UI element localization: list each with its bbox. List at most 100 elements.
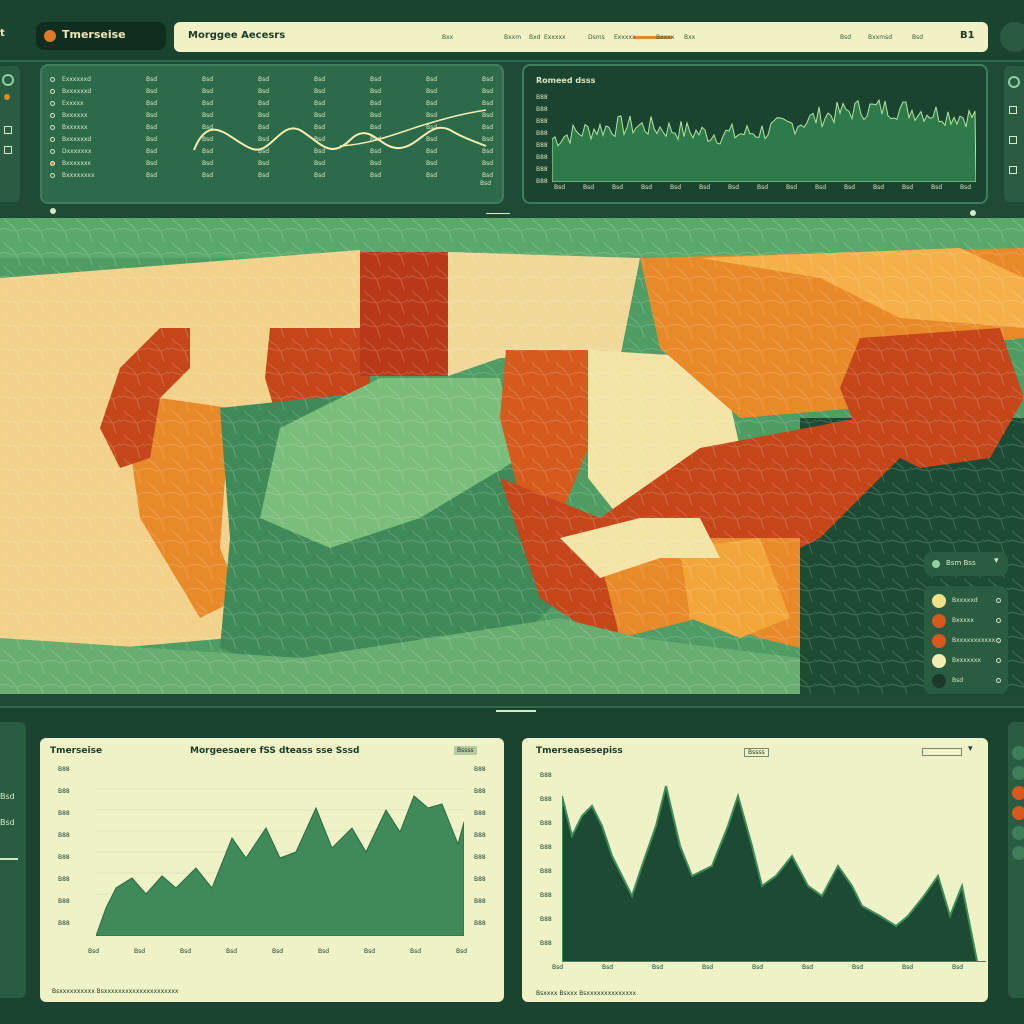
row-status-icon bbox=[50, 101, 55, 106]
nav-item[interactable]: Exxxxx bbox=[614, 34, 636, 41]
table-cell: Bsd bbox=[202, 136, 214, 143]
mountain-chart-panel: Tmerseise Morgeesaere fSS dteass sse Sss… bbox=[40, 738, 504, 1002]
metrics-table-panel: Exxxxxxd Bxxxxxxd Exxxxx Bxxxxxx Bxxxxxx Bxxx… bbox=[40, 64, 504, 204]
right-item[interactable]: Bxxmsd bbox=[868, 34, 892, 41]
add-icon[interactable] bbox=[1012, 746, 1024, 760]
peak-chart-panel: Tmerseasesepiss Bssss ▾ B88 B88 B88 B88 B88 B… bbox=[522, 738, 988, 1002]
filter-icon[interactable] bbox=[4, 146, 12, 154]
app-title: Tmerseise bbox=[62, 28, 126, 41]
axis-tick-label: Bsd bbox=[960, 184, 972, 191]
layer-icon[interactable] bbox=[1009, 106, 1017, 114]
table-cell: Bsd bbox=[258, 88, 270, 95]
table-cell: Bsd bbox=[370, 112, 382, 119]
table-cell: Bsd bbox=[370, 172, 382, 179]
legend-header[interactable]: Bsm Bss ▾ bbox=[924, 552, 1008, 576]
axis-tick-label: Bsd bbox=[612, 184, 624, 191]
axis-tick-label: B88 bbox=[536, 118, 548, 125]
nav-item[interactable]: Bxxxx bbox=[656, 34, 675, 41]
right-bottom-sidebar bbox=[1008, 722, 1024, 998]
range-selector[interactable] bbox=[922, 748, 962, 756]
row-label: Exxxxx bbox=[62, 100, 84, 107]
info-icon[interactable] bbox=[1012, 826, 1024, 840]
nav-item[interactable]: Bxd bbox=[529, 34, 541, 41]
nav-item[interactable]: Bxxm bbox=[504, 34, 522, 41]
panel-badge[interactable]: Bssss bbox=[744, 748, 769, 757]
axis-tick-label: B88 bbox=[536, 130, 548, 137]
table-cell: Bsd bbox=[426, 136, 438, 143]
row-label: Bxxxxxxd bbox=[62, 88, 92, 95]
right-item[interactable]: B1 bbox=[960, 30, 975, 41]
axis-tick-label: Bsd bbox=[602, 964, 614, 971]
axis-tick-label: B88 bbox=[474, 788, 486, 795]
legend-toggle-icon[interactable] bbox=[996, 678, 1001, 683]
table-cell: Bsd bbox=[258, 100, 270, 107]
panel-pager-dot[interactable] bbox=[970, 210, 976, 216]
right-item[interactable]: Bsd bbox=[840, 34, 852, 41]
axis-tick-label: B88 bbox=[474, 920, 486, 927]
axis-tick-label: B88 bbox=[536, 166, 548, 173]
table-cell: Bsd bbox=[314, 100, 326, 107]
row-label: Bxxxxxxx bbox=[62, 160, 91, 167]
layer-icon[interactable] bbox=[1012, 766, 1024, 780]
profile-icon[interactable] bbox=[1000, 22, 1024, 52]
axis-tick-label: B88 bbox=[58, 920, 70, 927]
table-cell: Bsd bbox=[258, 112, 270, 119]
nav-item[interactable]: Dsms bbox=[588, 34, 605, 41]
row-status-icon bbox=[50, 161, 55, 166]
warning-icon[interactable] bbox=[1012, 806, 1024, 820]
app-title-pill[interactable]: Tmerseise bbox=[36, 22, 166, 50]
nav-active-indicator bbox=[634, 36, 672, 39]
layer-icon[interactable] bbox=[4, 126, 12, 134]
panel-pager-dot[interactable] bbox=[50, 208, 56, 214]
nav-item[interactable]: Bxx bbox=[684, 34, 696, 41]
search-bar[interactable]: Morggee Aecesrs Bxx Bxxm Bxd Exxxxx Dsms… bbox=[174, 22, 988, 52]
axis-tick-label: B88 bbox=[540, 868, 552, 875]
legend-toggle-icon[interactable] bbox=[996, 618, 1001, 623]
table-cell: Bsd bbox=[370, 76, 382, 83]
table-cell: Bsd bbox=[426, 148, 438, 155]
table-cell: Bsd bbox=[146, 112, 158, 119]
axis-tick-label: Bsd bbox=[931, 184, 943, 191]
panel-subtitle: Morgeesaere fSS dteass sse Sssd bbox=[190, 746, 360, 756]
axis-tick-label: Bsd bbox=[456, 948, 468, 955]
sidebar-toggle-icon[interactable] bbox=[2, 74, 14, 86]
axis-tick-label: B88 bbox=[540, 772, 552, 779]
side-label: Bsd bbox=[0, 818, 15, 827]
legend-swatch bbox=[932, 614, 946, 628]
table-cell: Bsd bbox=[146, 160, 158, 167]
table-cell: Bsd bbox=[482, 112, 494, 119]
panel-badge[interactable]: Bssss bbox=[454, 746, 477, 755]
legend-toggle-icon[interactable] bbox=[996, 598, 1001, 603]
axis-tick-label: B88 bbox=[474, 898, 486, 905]
axis-tick-label: Bsd bbox=[88, 948, 100, 955]
edge-label: t bbox=[0, 28, 5, 39]
row-status-icon bbox=[50, 89, 55, 94]
frequency-area bbox=[552, 98, 976, 182]
us-region-map[interactable] bbox=[0, 218, 1024, 694]
table-cell: Bsd bbox=[146, 100, 158, 107]
chevron-down-icon[interactable]: ▾ bbox=[968, 744, 973, 754]
sidebar-toggle-icon[interactable] bbox=[1008, 76, 1020, 88]
grid-icon[interactable] bbox=[1009, 166, 1017, 174]
row-label: Dxxxxxxx bbox=[62, 148, 92, 155]
legend-label: Bxxxxxd bbox=[952, 597, 978, 604]
axis-tick-label: B88 bbox=[474, 832, 486, 839]
axis-tick-label: B88 bbox=[540, 916, 552, 923]
right-item[interactable]: Bsd bbox=[912, 34, 924, 41]
table-cell: Bsd bbox=[258, 172, 270, 179]
legend-toggle-icon[interactable] bbox=[996, 638, 1001, 643]
search-label: Morggee Aecesrs bbox=[188, 30, 286, 41]
alert-icon[interactable] bbox=[1012, 786, 1024, 800]
settings-icon[interactable] bbox=[1012, 846, 1024, 860]
map-legend: Bxxxxxd Bxxxxx Bxxxxxxxxxxx Bxxxxxxx Bsd bbox=[924, 586, 1008, 694]
legend-toggle-icon[interactable] bbox=[996, 658, 1001, 663]
table-cell: Bsd bbox=[258, 124, 270, 131]
table-cell: Bsd bbox=[314, 136, 326, 143]
table-cell: Bsd bbox=[370, 88, 382, 95]
settings-icon[interactable] bbox=[1009, 136, 1017, 144]
chevron-down-icon[interactable]: ▾ bbox=[994, 556, 999, 566]
axis-tick-label: Bsd bbox=[752, 964, 764, 971]
table-cell: Bsd bbox=[314, 76, 326, 83]
nav-item[interactable]: Bxx bbox=[442, 34, 454, 41]
nav-item[interactable]: Exxxxx bbox=[544, 34, 566, 41]
